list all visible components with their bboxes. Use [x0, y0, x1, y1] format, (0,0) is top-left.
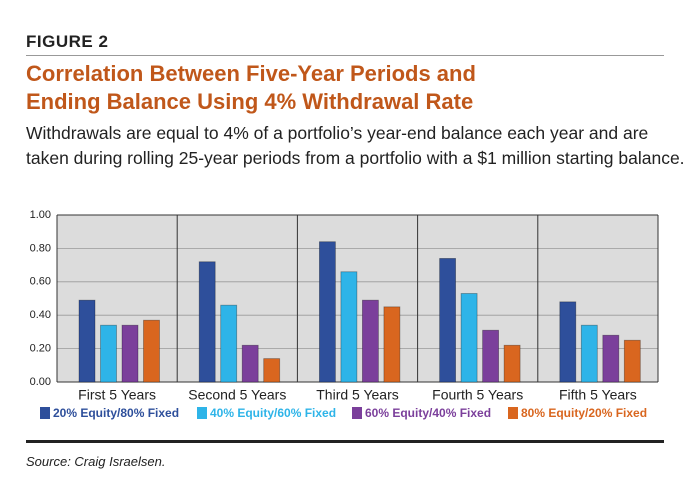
- bar: [580, 324, 598, 383]
- legend-swatch: [40, 407, 50, 419]
- y-tick-label: 0.80: [30, 242, 51, 254]
- bar: [439, 258, 457, 383]
- x-tick-label: Third 5 Years: [316, 387, 399, 403]
- bar: [318, 241, 336, 383]
- bar: [460, 293, 478, 383]
- legend-label: 60% Equity/40% Fixed: [365, 406, 491, 420]
- bar: [263, 358, 281, 383]
- bar: [602, 334, 620, 383]
- y-tick-label: 0.20: [30, 343, 51, 355]
- chart-title: Correlation Between Five-Year Periods an…: [26, 61, 476, 114]
- legend-swatch: [352, 407, 362, 419]
- legend-label: 20% Equity/80% Fixed: [53, 406, 179, 420]
- rule: [26, 55, 664, 56]
- bar: [121, 324, 139, 383]
- figure-label: FIGURE 2: [26, 32, 109, 51]
- legend-label: 80% Equity/20% Fixed: [521, 406, 647, 420]
- legend-swatch: [508, 407, 518, 419]
- x-tick-label: First 5 Years: [78, 387, 156, 403]
- bar: [623, 339, 641, 383]
- legend-label: 40% Equity/60% Fixed: [210, 406, 336, 420]
- chart-subtitle: Withdrawals are equal to 4% of a portfol…: [26, 123, 685, 168]
- x-tick-label: Second 5 Years: [188, 387, 286, 403]
- bar: [100, 324, 117, 383]
- bar: [361, 299, 379, 383]
- bar: [143, 319, 160, 383]
- y-tick-label: 0.40: [30, 309, 51, 321]
- bar: [220, 304, 238, 383]
- x-tick-label: Fourth 5 Years: [432, 387, 523, 403]
- bar: [503, 344, 521, 383]
- bar: [241, 344, 259, 383]
- bar: [198, 261, 216, 383]
- y-tick-label: 0.60: [30, 276, 51, 288]
- bar: [78, 299, 96, 383]
- bar: [340, 271, 358, 383]
- bar: [383, 306, 401, 383]
- legend-swatch: [197, 407, 207, 419]
- bar: [559, 301, 577, 383]
- bar: [482, 329, 500, 383]
- y-tick-label: 0.00: [30, 376, 51, 388]
- y-tick-label: 1.00: [30, 209, 51, 221]
- x-tick-label: Fifth 5 Years: [559, 387, 637, 403]
- source-note: Source: Craig Israelsen.: [26, 454, 166, 469]
- rule: [26, 440, 664, 443]
